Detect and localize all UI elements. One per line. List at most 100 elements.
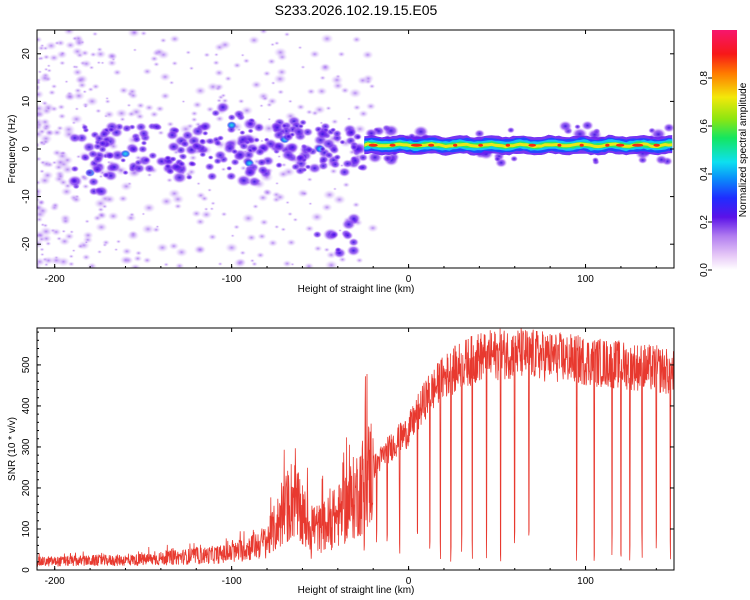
heatmap-cell: [275, 162, 283, 169]
heatmap-cell: [354, 134, 362, 140]
heatmap-cell: [226, 121, 237, 130]
colorbar-tick-label: 0.4: [699, 167, 710, 181]
heatmap-cell: [149, 110, 160, 119]
heatmap-cell: [37, 78, 42, 83]
heatmap-cell: [37, 70, 43, 74]
heatmap-cell: [243, 167, 257, 178]
heatmap-cell: [352, 104, 362, 111]
heatmap-cell: [94, 222, 108, 233]
heatmap-cell: [309, 49, 321, 59]
heatmap-cell: [117, 194, 129, 203]
heatmap-cell: [42, 54, 51, 60]
heatmap-cell: [44, 129, 55, 137]
heatmap-cell: [58, 178, 69, 187]
heatmap-cell: [169, 34, 181, 44]
heatmap-x-tick-label: 0: [406, 274, 412, 285]
heatmap-cell: [282, 259, 293, 268]
heatmap-cell: [255, 251, 265, 259]
heatmap-cell: [213, 150, 227, 161]
heatmap-y-tick-label: 20: [21, 48, 32, 60]
heatmap-cell: [188, 66, 195, 71]
heatmap-cell: [235, 134, 250, 145]
heatmap-cell: [121, 247, 133, 256]
heatmap-cell: [37, 142, 41, 148]
heatmap-cell: [351, 201, 361, 208]
heatmap-cell: [41, 170, 54, 181]
heatmap-cell: [303, 262, 315, 268]
heatmap-cell: [506, 126, 515, 134]
heatmap-cell: [92, 214, 103, 222]
heatmap-cell: [103, 194, 116, 205]
heatmap-cell: [365, 102, 377, 111]
heatmap-cell: [276, 89, 285, 95]
heatmap-cell: [174, 247, 189, 258]
heatmap-cell: [213, 68, 225, 77]
heatmap-cell: [134, 250, 143, 256]
snr-y-tick-label: 0: [21, 567, 32, 573]
heatmap-cell: [213, 52, 219, 57]
heatmap-cell: [273, 41, 280, 46]
heatmap-cell: [37, 261, 40, 267]
heatmap-cell: [137, 128, 150, 139]
heatmap-cell: [129, 263, 142, 268]
heatmap-cell: [273, 224, 280, 229]
heatmap-cell: [47, 89, 57, 96]
heatmap-ridge-peak: [410, 143, 423, 147]
heatmap-cell: [85, 96, 99, 107]
heatmap-cell: [76, 243, 85, 250]
heatmap-cell: [267, 239, 279, 247]
heatmap-cell: [168, 80, 175, 85]
heatmap-cell: [290, 262, 295, 266]
heatmap-cell: [50, 201, 60, 209]
heatmap-cell: [239, 130, 246, 136]
heatmap-cell: [300, 65, 306, 70]
heatmap-cell: [186, 168, 197, 176]
snr-y-label: SNR (10 * v/v): [7, 417, 18, 481]
heatmap-cell: [194, 245, 206, 254]
heatmap-cell: [341, 218, 356, 231]
heatmap-cell: [37, 109, 44, 119]
heatmap-cell: [277, 154, 282, 159]
heatmap-cell: [200, 195, 209, 202]
heatmap-cell: [71, 68, 84, 77]
heatmap-cell: [355, 257, 364, 264]
heatmap-cell: [247, 35, 261, 45]
heatmap-cell: [215, 101, 231, 113]
heatmap-cell: [141, 212, 146, 216]
heatmap-cell: [246, 233, 257, 242]
heatmap-cell: [207, 233, 218, 241]
heatmap-cell: [94, 185, 109, 198]
heatmap-cell: [42, 256, 55, 265]
heatmap-cell: [190, 141, 204, 152]
heatmap-y-tick-label: -20: [21, 237, 32, 252]
heatmap-cell: [37, 84, 41, 90]
heatmap-cell: [340, 86, 350, 94]
heatmap-cell: [232, 61, 242, 69]
heatmap-cell: [207, 155, 214, 160]
heatmap-cell: [247, 128, 254, 134]
heatmap-cell: [318, 161, 329, 171]
heatmap-cell: [171, 194, 185, 205]
heatmap-cell: [231, 148, 239, 155]
heatmap-cell: [287, 99, 293, 104]
heatmap-cell: [330, 75, 344, 85]
heatmap-cell: [126, 103, 132, 108]
heatmap-ridge-peak: [478, 143, 483, 147]
heatmap-ridge-peak: [528, 143, 536, 147]
snr-x-tick-label: 100: [577, 576, 594, 587]
heatmap-cell: [185, 174, 193, 181]
heatmap-cell: [233, 224, 241, 230]
snr-y-tick-label: 300: [21, 438, 32, 455]
heatmap-cell: [295, 153, 306, 162]
heatmap-cell: [196, 181, 201, 186]
heatmap-cell: [144, 103, 155, 112]
heatmap-cell: [69, 230, 75, 234]
snr-y-ticks: 0 100 200 300 400 500: [21, 331, 674, 573]
heatmap-cell: [192, 100, 203, 109]
heatmap-cell: [237, 98, 245, 104]
heatmap-ridge-peak: [453, 143, 458, 147]
heatmap-cell: [474, 129, 485, 138]
heatmap-cell: [130, 30, 139, 36]
heatmap-cell: [203, 207, 209, 212]
heatmap-cell: [558, 120, 573, 132]
